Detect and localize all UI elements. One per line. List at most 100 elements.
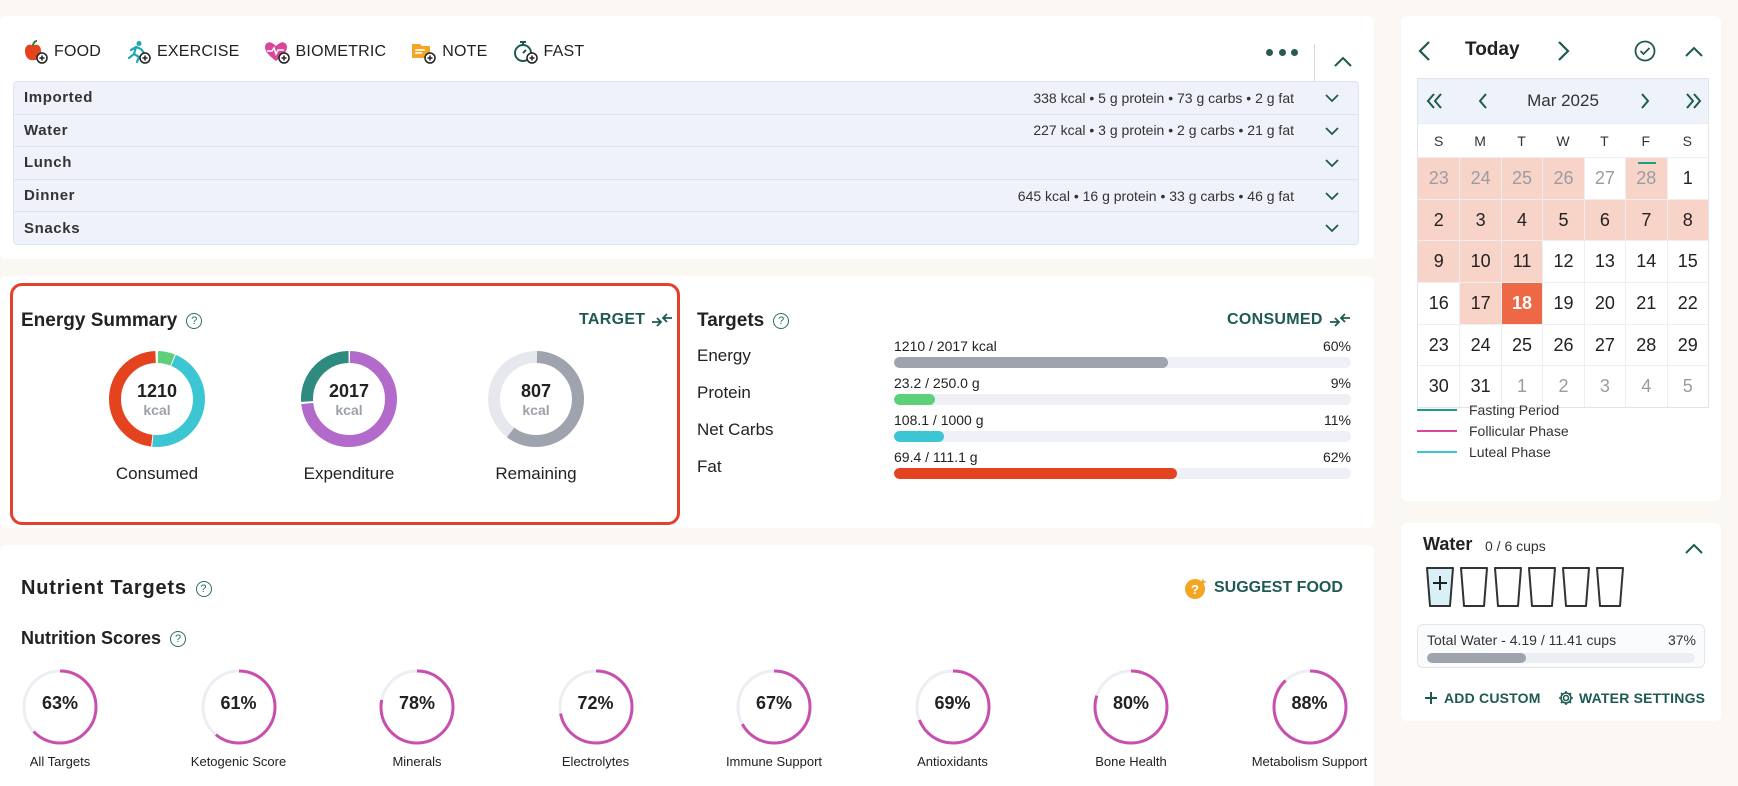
weekday-label: W	[1556, 133, 1570, 149]
add-exercise-button[interactable]: EXERCISE	[125, 40, 240, 64]
calendar-day[interactable]: 6	[1583, 198, 1626, 241]
calendar-day[interactable]: 25	[1500, 157, 1543, 199]
calendar-day[interactable]: 30	[1418, 365, 1460, 407]
calendar-day[interactable]: 26	[1542, 157, 1584, 199]
calendar-day[interactable]: 24	[1459, 323, 1501, 366]
calendar-day[interactable]: 28	[1625, 157, 1667, 199]
calendar-day[interactable]: 21	[1625, 282, 1667, 324]
calendar-day-number: 21	[1636, 293, 1657, 314]
calendar-day[interactable]: 7	[1625, 198, 1667, 241]
calendar-day[interactable]: 27	[1583, 157, 1626, 199]
add-note-button[interactable]: NOTE	[410, 40, 487, 64]
start-fast-button[interactable]: FAST	[512, 40, 585, 64]
calendar-day[interactable]: 3	[1583, 365, 1626, 408]
calendar-day[interactable]: 28	[1625, 323, 1667, 366]
double-chevron-right-icon[interactable]	[1682, 91, 1704, 111]
calendar-day[interactable]: 11	[1500, 240, 1543, 283]
calendar-day[interactable]: 20	[1583, 282, 1626, 324]
empty-cup-icon[interactable]	[1459, 566, 1489, 608]
calendar-day[interactable]: 14	[1625, 240, 1667, 283]
meal-row[interactable]: Dinner 645 kcal • 16 g protein • 33 g car…	[14, 180, 1358, 213]
double-chevron-left-icon[interactable]	[1424, 91, 1446, 111]
calendar-day[interactable]: 19	[1542, 282, 1584, 324]
calendar-day-number: 27	[1594, 334, 1615, 355]
more-options-button[interactable]	[1266, 46, 1298, 58]
calendar-day[interactable]: 24	[1459, 157, 1501, 199]
score-value: 78%	[398, 693, 436, 713]
consumed-toggle-button[interactable]: CONSUMED	[1227, 311, 1351, 329]
calendar-day[interactable]: 2	[1418, 198, 1460, 241]
calendar-day[interactable]: 9	[1418, 240, 1460, 283]
calendar-day[interactable]: 4	[1500, 198, 1543, 241]
empty-cup-icon[interactable]	[1527, 566, 1557, 608]
energy-summary-heading: Energy Summary	[21, 310, 178, 331]
target-toggle-button[interactable]: TARGET	[579, 311, 673, 329]
today-label[interactable]: Today	[1465, 39, 1520, 60]
target-percent: 9%	[1330, 375, 1351, 391]
meal-row[interactable]: Snacks	[14, 212, 1358, 245]
check-circle-icon[interactable]	[1633, 39, 1657, 63]
help-icon[interactable]: ?	[186, 313, 203, 329]
calendar-day-selected[interactable]: 18	[1500, 282, 1543, 324]
calendar-day[interactable]: 5	[1542, 198, 1584, 241]
add-biometric-button[interactable]: BIOMETRIC	[264, 40, 387, 64]
meal-name: Lunch	[24, 154, 72, 172]
help-icon[interactable]: ?	[170, 630, 187, 647]
calendar-day[interactable]: 23	[1418, 157, 1460, 199]
calendar-day[interactable]: 3	[1459, 198, 1501, 241]
calendar-day[interactable]: 17	[1459, 282, 1501, 324]
chevron-down-icon[interactable]	[1324, 125, 1340, 137]
score-label: Bone Health	[1095, 754, 1167, 769]
calendar-day[interactable]: 15	[1666, 240, 1708, 283]
calendar-day[interactable]: 1	[1500, 365, 1543, 408]
chevron-left-icon[interactable]	[1476, 91, 1490, 111]
empty-cup-icon[interactable]	[1493, 566, 1523, 608]
expenditure-donut: 2017 kcal	[299, 349, 399, 449]
calendar-day[interactable]: 4	[1625, 365, 1667, 408]
help-icon[interactable]: ?	[773, 313, 790, 329]
calendar-day[interactable]: 31	[1459, 365, 1501, 408]
calendar-day[interactable]: 25	[1500, 323, 1543, 366]
calendar-day[interactable]: 5	[1666, 365, 1708, 408]
calendar-day[interactable]: 27	[1583, 323, 1626, 366]
chevron-right-icon[interactable]	[1555, 40, 1571, 62]
calendar-day[interactable]: 23	[1418, 323, 1460, 366]
meal-name: Dinner	[24, 187, 76, 205]
calendar-day[interactable]: 22	[1666, 282, 1708, 324]
calendar-day[interactable]: 1	[1666, 157, 1708, 199]
calendar-day[interactable]: 29	[1666, 323, 1708, 366]
chevron-down-icon[interactable]	[1324, 157, 1340, 169]
calendar-legend: Fasting Period Follicular Phase Luteal Pha…	[1417, 399, 1569, 462]
add-custom-button[interactable]: ADD CUSTOM	[1423, 690, 1541, 706]
calendar-day[interactable]: 10	[1459, 240, 1501, 283]
chevron-up-icon[interactable]	[1683, 541, 1705, 557]
calendar-day[interactable]: 13	[1583, 240, 1626, 283]
calendar-day[interactable]: 16	[1418, 282, 1460, 324]
chevron-up-icon[interactable]	[1683, 44, 1705, 60]
suggest-food-button[interactable]: ? SUGGEST FOOD	[1184, 576, 1343, 600]
consumed-unit: kcal	[143, 402, 171, 418]
add-food-button[interactable]: FOOD	[22, 40, 101, 64]
chevron-right-icon[interactable]	[1638, 91, 1652, 111]
water-settings-button[interactable]: WATER SETTINGS	[1558, 690, 1705, 706]
meal-row[interactable]: Imported 338 kcal • 5 g protein • 73 g ca…	[14, 82, 1358, 115]
chevron-down-icon[interactable]	[1324, 92, 1340, 104]
calendar-day[interactable]: 2	[1542, 365, 1584, 408]
meal-row[interactable]: Water 227 kcal • 3 g protein • 2 g carbs …	[14, 115, 1358, 148]
chevron-up-icon[interactable]	[1332, 54, 1354, 70]
empty-cup-icon[interactable]	[1595, 566, 1625, 608]
help-icon[interactable]: ?	[195, 580, 212, 597]
chevron-down-icon[interactable]	[1324, 190, 1340, 202]
legend-label: Follicular Phase	[1469, 422, 1569, 439]
calendar-day[interactable]: 26	[1542, 323, 1584, 366]
empty-cup-icon[interactable]	[1561, 566, 1591, 608]
calendar-day[interactable]: 8	[1666, 198, 1708, 241]
chevron-down-icon[interactable]	[1324, 222, 1340, 234]
target-progress-fill	[894, 468, 1178, 479]
suggest-food-label: SUGGEST FOOD	[1214, 579, 1343, 596]
meal-row[interactable]: Lunch	[14, 147, 1358, 180]
add-cup-icon[interactable]	[1425, 566, 1455, 608]
calendar-day[interactable]: 12	[1542, 240, 1584, 283]
chevron-left-icon[interactable]	[1417, 40, 1433, 62]
